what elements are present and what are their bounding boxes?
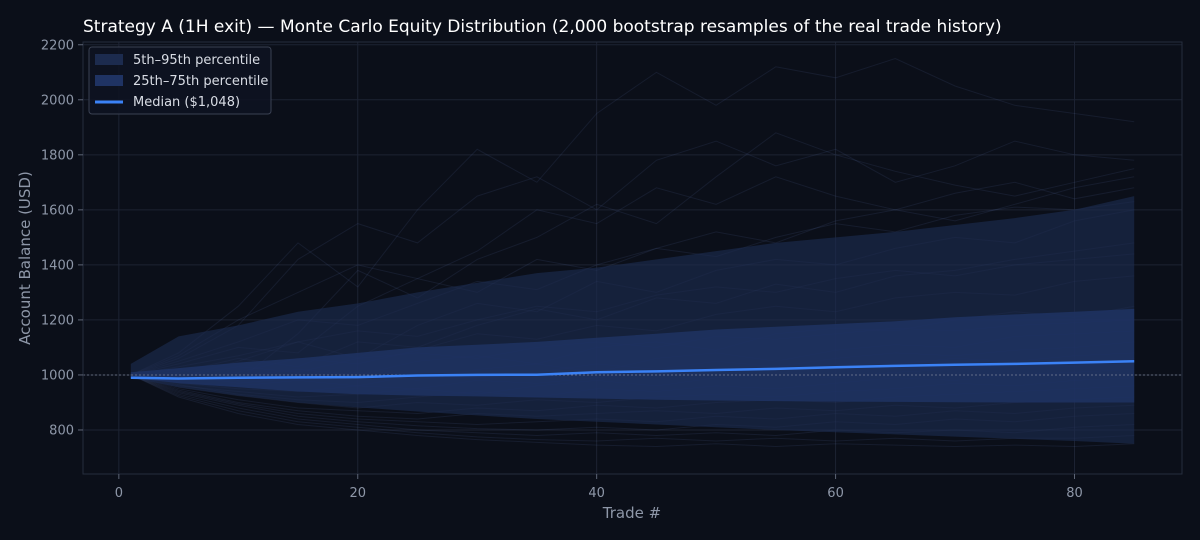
sample-path <box>130 140 1135 376</box>
x-tick-label: 20 <box>349 486 366 501</box>
axis-ticks: 0 20 40 60 80 800 1000 1200 1400 1600 1800 2000 2200 <box>41 38 1083 501</box>
y-tick-label: 2000 <box>41 93 74 108</box>
legend-swatch-inner-band <box>95 75 123 86</box>
sample-path <box>130 176 1135 376</box>
plot-frame <box>82 41 1183 475</box>
y-tick-label: 1600 <box>41 203 74 218</box>
chart-title: Strategy A (1H exit) — Monte Carlo Equit… <box>83 17 1002 37</box>
y-tick-label: 800 <box>49 423 74 438</box>
sample-path <box>130 374 1135 442</box>
sample-path <box>130 57 1135 376</box>
x-axis-label: Trade # <box>602 504 661 522</box>
legend: 5th–95th percentile 25th–75th percentile… <box>88 46 272 115</box>
legend-label-inner-band: 25th–75th percentile <box>133 74 268 89</box>
x-tick-label: 60 <box>827 486 844 501</box>
legend-label-median: Median ($1,048) <box>133 95 240 110</box>
median-line <box>130 359 1135 380</box>
y-tick-label: 2200 <box>41 38 74 53</box>
x-tick-label: 0 <box>115 486 123 501</box>
x-tick-label: 40 <box>588 486 605 501</box>
legend-label-outer-band: 5th–95th percentile <box>133 53 260 68</box>
y-tick-label: 1000 <box>41 368 74 383</box>
y-axis-label: Account Balance (USD) <box>16 171 34 345</box>
band-25-75 <box>130 308 1135 403</box>
sample-path <box>130 374 1135 448</box>
y-tick-label: 1200 <box>41 313 74 328</box>
legend-box <box>88 46 272 115</box>
legend-swatch-outer-band <box>95 54 123 65</box>
y-tick-label: 1800 <box>41 148 74 163</box>
median-series <box>130 359 1135 380</box>
x-tick-label: 80 <box>1066 486 1083 501</box>
percentile-bands <box>130 196 1135 444</box>
y-tick-label: 1400 <box>41 258 74 273</box>
